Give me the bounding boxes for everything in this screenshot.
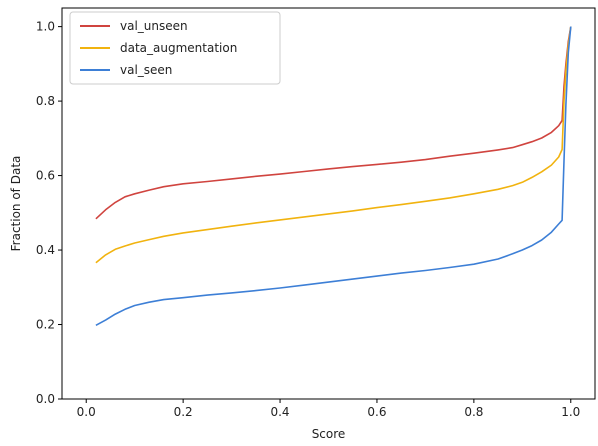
y-tick-label: 0.4 (36, 243, 55, 257)
x-tick-label: 1.0 (561, 405, 580, 419)
legend-label-val-seen: val_seen (120, 63, 172, 77)
y-axis-title: Fraction of Data (9, 156, 23, 252)
x-tick-label: 0.2 (174, 405, 193, 419)
plot-lines (95, 26, 572, 327)
series-line-val-seen (95, 26, 572, 327)
y-tick-label: 0.6 (36, 169, 55, 183)
y-tick-label: 0.8 (36, 94, 55, 108)
y-tick-label: 0.0 (36, 392, 55, 406)
y-axis-ticks: 0.0 0.2 0.4 0.6 0.8 1.0 (36, 20, 62, 406)
series-line-data-augmentation (95, 26, 572, 264)
x-tick-label: 0.8 (464, 405, 483, 419)
legend-label-val-unseen: val_unseen (120, 19, 188, 33)
x-axis-ticks: 0.0 0.2 0.4 0.6 0.8 1.0 (77, 399, 580, 419)
y-tick-label: 0.2 (36, 318, 55, 332)
x-tick-label: 0.0 (77, 405, 96, 419)
legend: val_unseen data_augmentation val_seen (69, 11, 281, 85)
plot-frame (61, 7, 596, 400)
y-tick-label: 1.0 (36, 20, 55, 34)
x-axis-title: Score (312, 427, 346, 441)
x-tick-label: 0.4 (270, 405, 289, 419)
legend-box (69, 11, 281, 85)
legend-label-data-augmentation: data_augmentation (120, 41, 237, 55)
x-tick-label: 0.6 (367, 405, 386, 419)
series-line-val-unseen (95, 26, 572, 220)
